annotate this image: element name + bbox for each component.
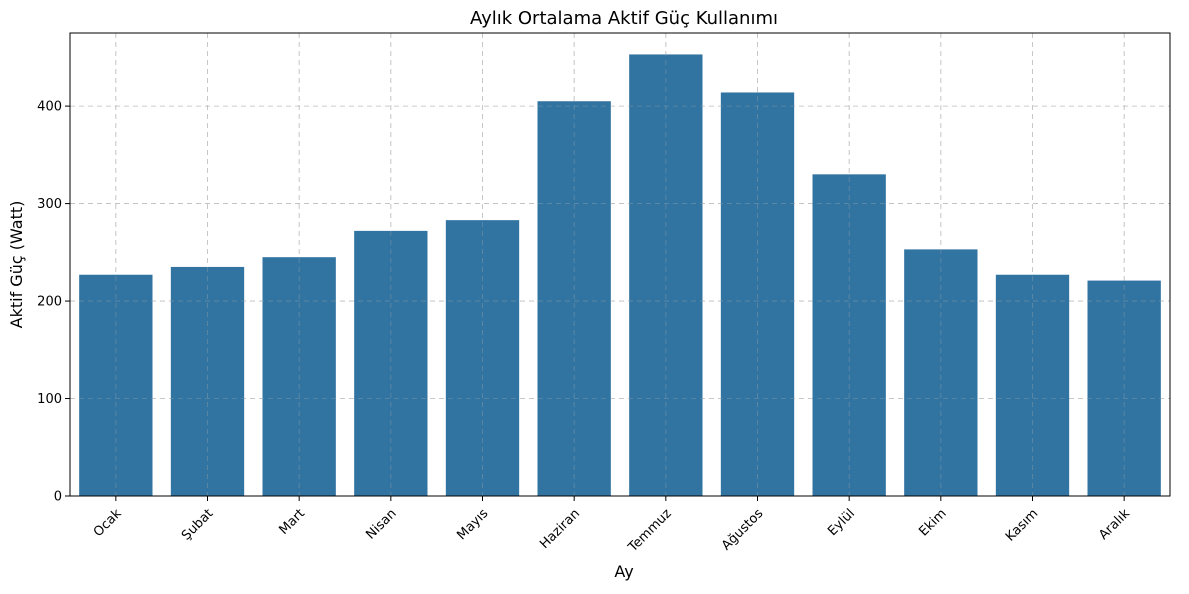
bar: [262, 257, 336, 496]
x-tick-label: Aralık: [1096, 506, 1133, 543]
x-tick-label: Haziran: [537, 506, 583, 552]
y-tick-label: 300: [37, 197, 62, 212]
x-axis-label: Ay: [614, 562, 633, 581]
x-tick-label: Eylül: [825, 506, 858, 539]
bar: [904, 249, 978, 496]
y-tick-label: 400: [37, 100, 62, 115]
bar: [354, 230, 428, 496]
x-tick-label: Mart: [276, 506, 308, 538]
x-axis: Ocak Şubat Mart Nisan Mayıs Haziran Temmuz Ağus…: [91, 496, 1133, 556]
x-tick-label: Mayıs: [454, 506, 491, 543]
x-tick-label: Ekim: [916, 506, 949, 539]
x-tick-label: Kasım: [1003, 506, 1041, 544]
y-axis: 0 100 200 300 400: [37, 100, 70, 505]
bar: [629, 54, 703, 496]
bar: [537, 101, 611, 497]
x-tick-label: Ağustos: [719, 506, 767, 554]
y-tick-label: 200: [37, 295, 62, 310]
x-tick-label: Temmuz: [625, 506, 675, 556]
plot-frame: [69, 32, 1171, 497]
bar: [720, 92, 795, 496]
bars-layer: [79, 54, 1161, 497]
x-tick-label: Nisan: [363, 506, 399, 542]
y-tick-label: 0: [54, 490, 62, 505]
y-axis-label: Aktif Güç (Watt): [7, 201, 26, 329]
bar: [995, 274, 1070, 496]
bar: [812, 174, 886, 496]
bar: [79, 274, 153, 496]
y-tick-label: 100: [37, 392, 62, 407]
bar: [445, 220, 520, 496]
x-tick-label: Ocak: [91, 506, 125, 540]
bar: [170, 266, 245, 496]
x-tick-label: Şubat: [179, 506, 216, 543]
bar: [1087, 280, 1161, 496]
chart-title: Aylık Ortalama Aktif Güç Kullanımı: [470, 8, 778, 29]
